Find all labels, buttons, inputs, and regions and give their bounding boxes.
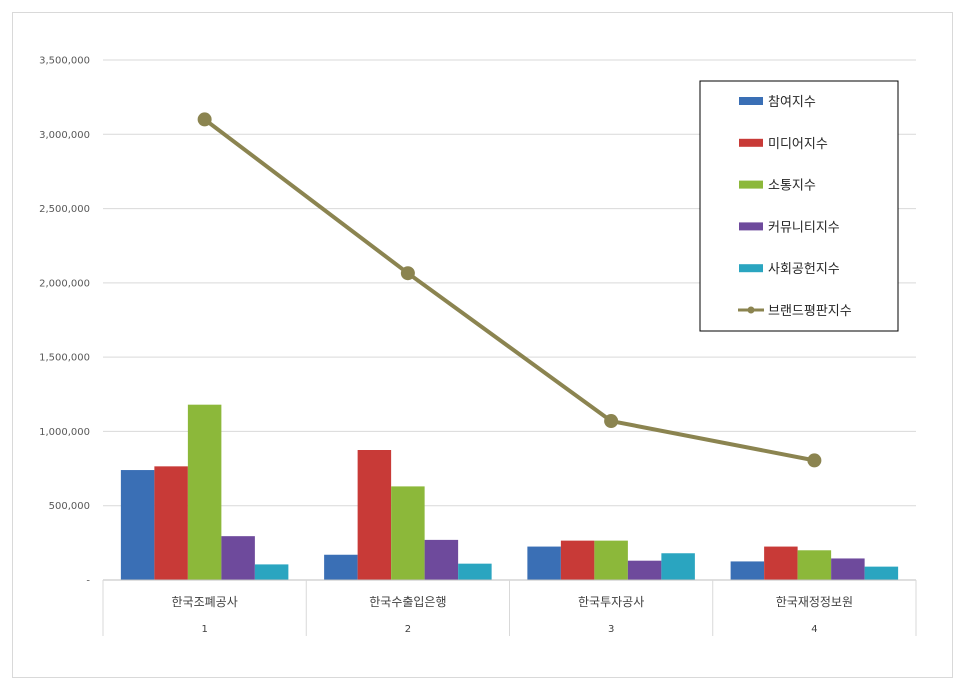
legend-line-marker xyxy=(747,306,755,314)
legend-label: 브랜드평판지수 xyxy=(768,304,852,319)
bar xyxy=(458,563,492,580)
bar xyxy=(627,560,662,580)
legend-label: 소통지수 xyxy=(768,179,816,194)
category-label: 한국조폐공사 xyxy=(172,595,238,609)
bar xyxy=(560,540,595,580)
y-tick-label: 3,500,000 xyxy=(39,56,90,67)
y-axis: - 500,000 1,000,000 1,500,000 2,000,000 2,500… xyxy=(39,56,90,587)
legend-label: 사회공헌지수 xyxy=(768,262,840,277)
legend-swatch xyxy=(739,180,763,189)
line-path xyxy=(203,117,815,463)
bar xyxy=(594,540,628,580)
legend-swatch xyxy=(739,97,763,105)
bar xyxy=(120,470,155,580)
y-tick-label: 1,500,000 xyxy=(39,353,90,364)
legend-label: 커뮤니티지수 xyxy=(768,220,840,235)
bar xyxy=(527,546,561,580)
bars xyxy=(120,404,899,580)
bar xyxy=(187,404,222,580)
y-tick-label: - xyxy=(86,576,90,587)
y-tick-label: 3,000,000 xyxy=(39,130,90,141)
category-label: 한국수출입은행 xyxy=(369,594,446,609)
bar xyxy=(864,566,899,580)
bar xyxy=(324,554,358,580)
category-label: 한국투자공사 xyxy=(578,595,644,609)
category-index-label: 1 xyxy=(201,624,207,635)
line-point xyxy=(197,112,212,127)
bar xyxy=(797,550,832,580)
line-point xyxy=(400,266,415,281)
bar xyxy=(831,558,865,580)
x-axis: 한국조폐공사 1 한국수출입은행 2 한국투자공사 3 한국재정정보원 4 xyxy=(102,579,917,636)
y-tick-label: 1,000,000 xyxy=(39,427,90,438)
legend-box xyxy=(699,80,899,332)
category-label: 한국재정정보원 xyxy=(776,595,853,609)
category-index-label: 4 xyxy=(811,624,817,635)
bar xyxy=(254,564,289,580)
line-point xyxy=(604,414,619,429)
bar xyxy=(661,553,695,580)
legend-label: 미디어지수 xyxy=(768,137,828,152)
bar xyxy=(764,546,798,580)
bar xyxy=(357,450,392,580)
y-tick-label: 2,000,000 xyxy=(39,278,90,289)
category-index-label: 3 xyxy=(608,624,614,635)
legend-swatch xyxy=(739,264,763,273)
legend-swatch xyxy=(739,222,763,231)
y-tick-label: 500,000 xyxy=(49,501,90,512)
legend-label: 참여지수 xyxy=(768,95,816,110)
bar xyxy=(154,466,188,580)
line-point xyxy=(807,453,822,468)
line-series xyxy=(197,112,822,468)
bar xyxy=(730,561,765,580)
bar xyxy=(424,539,459,580)
bar xyxy=(391,486,425,580)
y-tick-label: 2,500,000 xyxy=(39,204,90,215)
legend-swatch xyxy=(739,138,763,147)
bar xyxy=(221,536,255,580)
category-index-label: 2 xyxy=(405,624,411,635)
